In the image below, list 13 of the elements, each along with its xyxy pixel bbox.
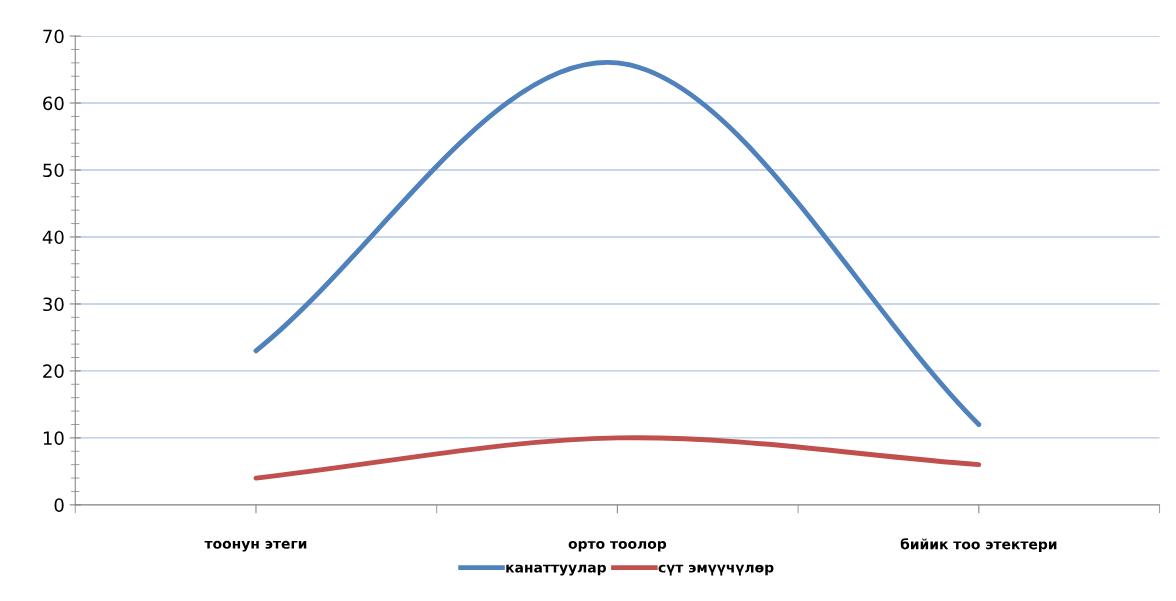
y-tick-label: 70 (43, 29, 64, 44)
legend-label: сүт эмүүчүлөр (658, 564, 774, 576)
x-tick-label: орто тоолор (568, 540, 667, 552)
y-tick-label: 60 (43, 96, 64, 111)
y-tick-label: 10 (43, 431, 64, 445)
y-tick-label: 40 (42, 230, 64, 245)
legend-label: канаттуулар (506, 564, 606, 576)
x-tick-label: тоонун этеги (204, 540, 307, 552)
y-tick-label: 20 (43, 364, 64, 379)
y-tick-label: 50 (43, 163, 64, 178)
x-tick-label: бийик тоо этектери (900, 538, 1057, 553)
y-tick-label: 30 (43, 297, 64, 312)
y-tick-label: 0 (54, 498, 64, 512)
